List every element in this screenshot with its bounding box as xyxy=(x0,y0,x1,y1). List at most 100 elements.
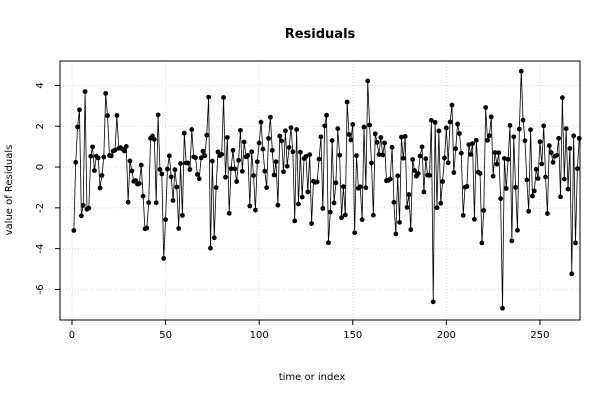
data-point xyxy=(363,185,369,191)
data-point xyxy=(223,174,228,180)
data-point xyxy=(535,176,541,181)
data-point xyxy=(282,128,288,134)
data-point xyxy=(277,133,283,139)
data-point xyxy=(247,203,253,209)
data-point xyxy=(320,206,326,211)
data-point xyxy=(558,194,563,200)
data-point xyxy=(166,153,172,159)
data-point xyxy=(249,149,255,155)
data-point xyxy=(432,119,438,125)
data-point xyxy=(399,134,404,140)
data-point xyxy=(404,205,410,210)
data-point xyxy=(453,146,459,152)
data-point xyxy=(318,134,324,140)
data-point xyxy=(397,219,402,225)
data-point xyxy=(92,168,97,173)
x-tick-label: 200 xyxy=(437,330,456,341)
data-point xyxy=(503,186,509,191)
data-point xyxy=(391,199,397,205)
x-tick-label: 100 xyxy=(250,330,269,341)
data-point xyxy=(202,153,208,159)
data-point xyxy=(350,122,356,127)
data-point xyxy=(245,153,251,158)
data-point xyxy=(86,205,92,211)
data-point xyxy=(380,152,386,158)
data-point xyxy=(269,147,275,153)
data-point xyxy=(204,132,210,138)
data-point xyxy=(163,217,168,223)
data-point xyxy=(97,185,103,191)
data-point xyxy=(376,152,382,158)
data-point xyxy=(359,217,365,223)
data-point xyxy=(324,112,329,118)
data-point xyxy=(262,168,268,174)
data-point xyxy=(200,148,206,154)
data-point xyxy=(176,226,182,231)
data-point xyxy=(473,137,479,143)
data-point xyxy=(354,153,359,159)
data-point xyxy=(522,138,528,144)
grid xyxy=(60,61,580,320)
data-point xyxy=(421,189,427,195)
data-point xyxy=(447,119,453,125)
data-point xyxy=(234,179,240,184)
data-point xyxy=(129,168,135,174)
data-point xyxy=(554,152,560,158)
data-point xyxy=(428,117,434,123)
data-point xyxy=(309,221,314,226)
y-tick-label: -4 xyxy=(35,244,46,254)
plot-area xyxy=(59,60,581,321)
data-point xyxy=(348,137,354,143)
data-point xyxy=(369,160,374,166)
data-point xyxy=(185,160,191,166)
data-point xyxy=(151,137,157,142)
data-point xyxy=(307,152,313,158)
data-point xyxy=(105,113,110,119)
data-point xyxy=(80,202,86,208)
data-point xyxy=(488,114,494,120)
data-point xyxy=(408,227,414,233)
data-point xyxy=(286,145,292,150)
data-point xyxy=(550,159,556,165)
y-tick-label: -6 xyxy=(35,284,46,294)
data-point xyxy=(417,153,423,159)
data-point xyxy=(357,184,363,190)
data-point xyxy=(198,155,204,161)
data-point xyxy=(219,152,225,157)
chart-title: Residuals xyxy=(285,27,356,42)
data-point xyxy=(238,127,243,133)
data-point xyxy=(513,185,519,190)
data-point xyxy=(236,157,241,163)
data-point xyxy=(133,178,139,183)
data-point xyxy=(232,166,238,172)
data-point xyxy=(281,169,286,175)
data-point xyxy=(528,127,533,133)
data-point xyxy=(545,211,550,216)
data-point xyxy=(501,156,507,161)
data-point xyxy=(571,133,577,139)
data-point xyxy=(194,171,200,177)
data-point xyxy=(101,154,107,160)
data-point xyxy=(468,152,474,157)
data-point xyxy=(114,113,120,118)
y-tick-label: 4 xyxy=(35,82,46,88)
data-point xyxy=(500,305,505,311)
data-point xyxy=(112,147,118,153)
data-point xyxy=(367,122,373,128)
data-point xyxy=(103,91,109,96)
data-point xyxy=(505,156,511,162)
data-point xyxy=(90,144,95,150)
data-point xyxy=(546,143,552,149)
data-point xyxy=(95,155,101,161)
data-point xyxy=(170,198,176,203)
data-point xyxy=(326,240,331,246)
data-point xyxy=(576,135,582,141)
series-line xyxy=(71,68,582,311)
data-point xyxy=(157,167,163,172)
data-point xyxy=(569,271,575,277)
data-point xyxy=(492,150,498,155)
data-point xyxy=(178,161,183,166)
data-point xyxy=(253,207,258,213)
data-point xyxy=(393,231,399,237)
data-point xyxy=(77,107,82,113)
